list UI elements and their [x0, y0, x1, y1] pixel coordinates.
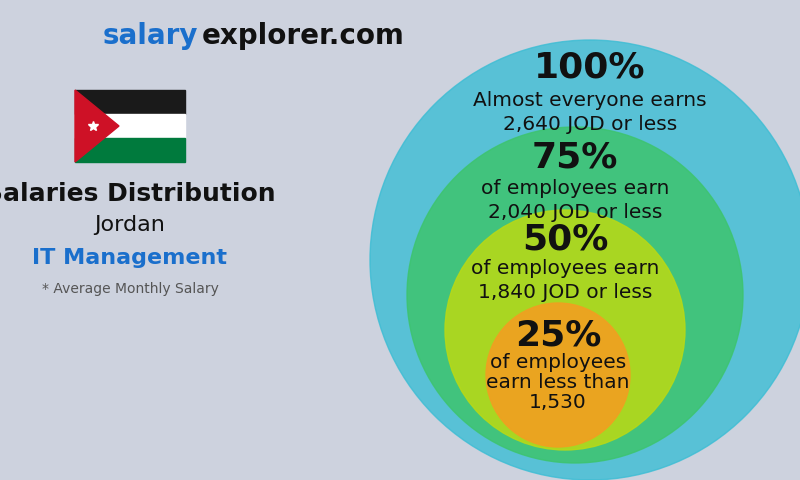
Text: Jordan: Jordan — [94, 215, 166, 235]
Text: Almost everyone earns: Almost everyone earns — [473, 91, 707, 109]
Text: salary: salary — [102, 22, 198, 50]
Text: of employees earn: of employees earn — [481, 179, 669, 197]
Bar — [75, 114, 185, 138]
Bar — [75, 90, 185, 114]
Text: of employees: of employees — [490, 353, 626, 372]
Text: 100%: 100% — [534, 51, 646, 85]
Circle shape — [445, 210, 685, 450]
Circle shape — [407, 127, 743, 463]
Text: 25%: 25% — [515, 318, 601, 352]
Polygon shape — [75, 90, 119, 162]
Text: 2,040 JOD or less: 2,040 JOD or less — [488, 203, 662, 221]
Text: explorer.com: explorer.com — [202, 22, 405, 50]
Text: of employees earn: of employees earn — [471, 259, 659, 277]
Text: 1,840 JOD or less: 1,840 JOD or less — [478, 283, 652, 301]
Text: IT Management: IT Management — [33, 248, 227, 268]
Text: earn less than: earn less than — [486, 373, 630, 393]
Text: 50%: 50% — [522, 223, 608, 257]
Text: 1,530: 1,530 — [529, 394, 587, 412]
Text: Salaries Distribution: Salaries Distribution — [0, 182, 275, 206]
Text: 2,640 JOD or less: 2,640 JOD or less — [503, 115, 677, 133]
Text: 75%: 75% — [532, 141, 618, 175]
Bar — [75, 138, 185, 162]
Circle shape — [486, 303, 630, 447]
Text: * Average Monthly Salary: * Average Monthly Salary — [42, 282, 218, 296]
Circle shape — [370, 40, 800, 480]
